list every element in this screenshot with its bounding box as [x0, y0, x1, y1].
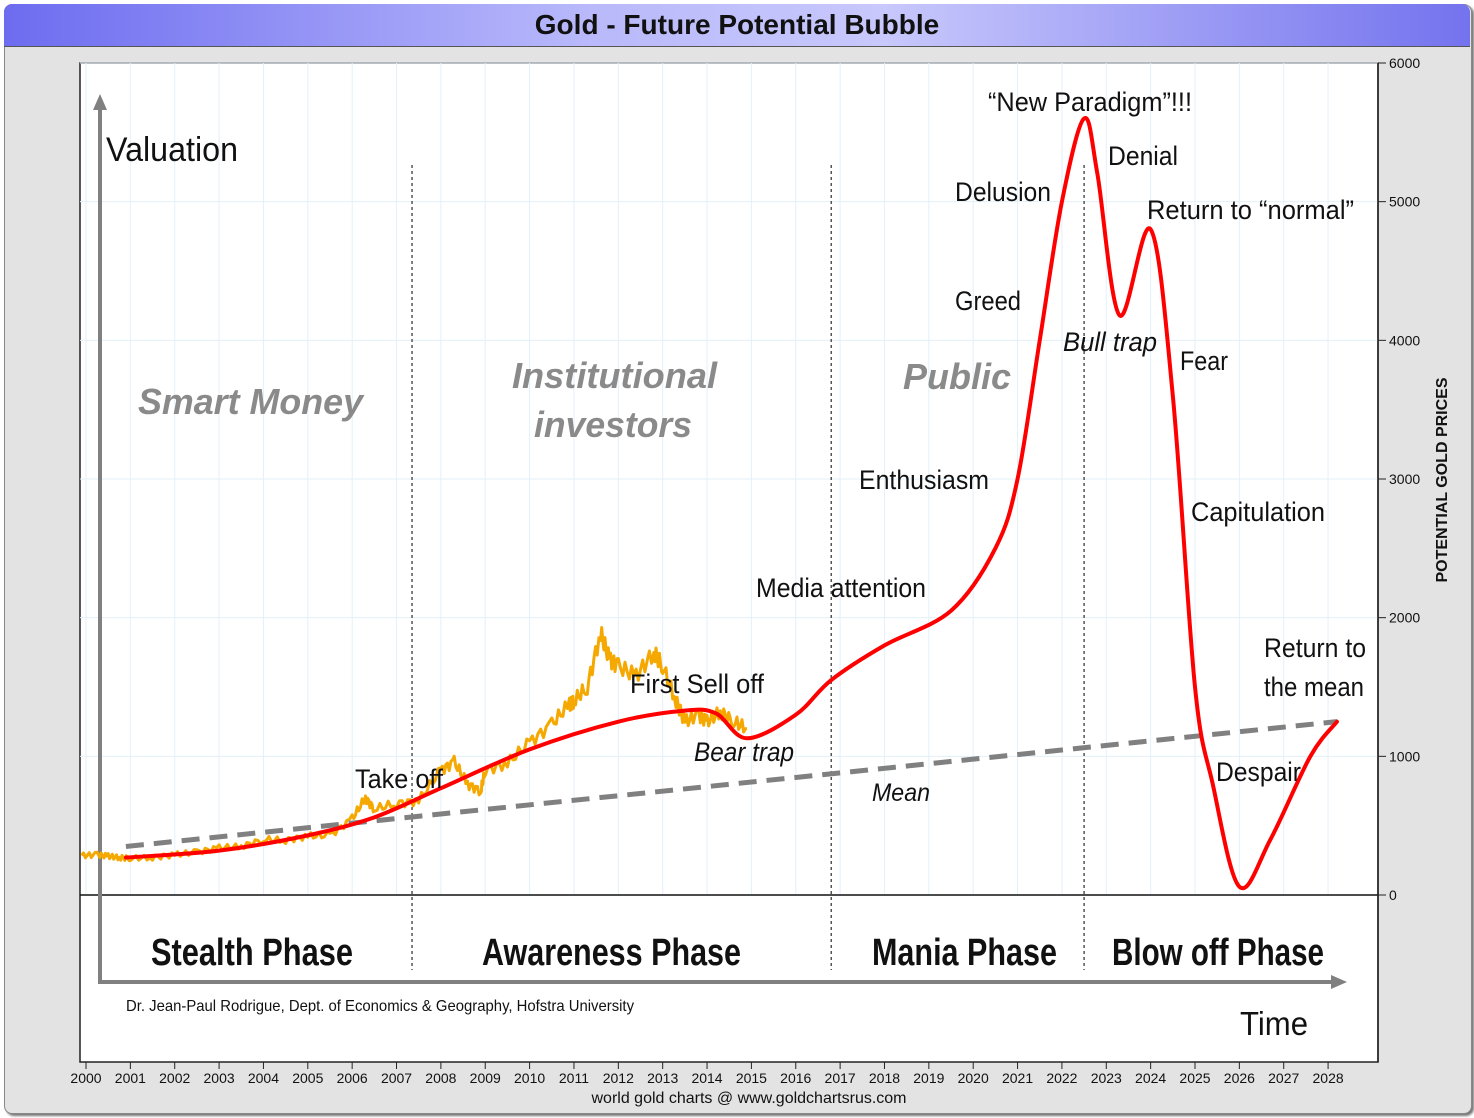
y-tick-label: 6000	[1389, 55, 1420, 71]
x-tick-label: 2014	[691, 1070, 722, 1086]
x-tick-label: 2025	[1179, 1070, 1210, 1086]
x-tick-label: 2024	[1135, 1070, 1166, 1086]
despair-label: Despair	[1216, 757, 1301, 787]
new-paradigm-label: “New Paradigm”!!!	[988, 87, 1192, 117]
bubble-curve	[123, 116, 1339, 891]
x-tick-label: 2003	[204, 1070, 235, 1086]
series-group	[80, 116, 1339, 891]
x-tick-label: 2002	[159, 1070, 190, 1086]
x-tick-label: 2007	[381, 1070, 412, 1086]
x-tick-label: 2010	[514, 1070, 545, 1086]
x-tick-label: 2017	[825, 1070, 856, 1086]
chart-title: Gold - Future Potential Bubble	[4, 4, 1470, 47]
y-tick-label: 3000	[1389, 471, 1420, 487]
x-tick-label: 2004	[248, 1070, 279, 1086]
credit-text: Dr. Jean-Paul Rodrigue, Dept. of Economi…	[126, 998, 634, 1015]
x-tick-label: 2001	[115, 1070, 146, 1086]
x-axis: 2000 2001 2002 2003 2004 2005 2006 2007 2008 2009…	[70, 1062, 1344, 1086]
enthusiasm-label: Enthusiasm	[859, 465, 989, 495]
capitulation-label: Capitulation	[1191, 497, 1325, 527]
bull-trap-label: Bull trap	[1063, 327, 1157, 357]
y-tick-label: 2000	[1389, 610, 1420, 626]
x-tick-label: 2019	[913, 1070, 944, 1086]
y-tick-label: 4000	[1389, 332, 1420, 348]
valuation-label: Valuation	[106, 131, 238, 169]
x-tick-label: 2006	[337, 1070, 368, 1086]
fear-label: Fear	[1180, 346, 1228, 376]
phase-label-blowoff: Blow off Phase	[1112, 932, 1324, 974]
gold-price-line	[80, 626, 748, 863]
investors-label: investors	[534, 404, 692, 445]
x-tick-label: 2005	[292, 1070, 323, 1086]
x-tick-label: 2015	[736, 1070, 767, 1086]
denial-label: Denial	[1108, 141, 1178, 171]
phase-label-stealth: Stealth Phase	[151, 932, 353, 974]
x-tick-label: 2028	[1313, 1070, 1344, 1086]
x-tick-label: 2027	[1268, 1070, 1299, 1086]
media-attention-label: Media attention	[756, 573, 926, 603]
x-tick-label: 2008	[425, 1070, 456, 1086]
x-tick-label: 2000	[70, 1070, 101, 1086]
y-axis: 0 1000 2000 3000 4000 5000 6000	[1377, 55, 1420, 1062]
x-tick-label: 2009	[470, 1070, 501, 1086]
x-tick-label: 2022	[1046, 1070, 1077, 1086]
return-mean-label-2: the mean	[1264, 672, 1364, 702]
x-tick-label: 2020	[958, 1070, 989, 1086]
arrow-right-icon	[1331, 975, 1347, 989]
x-tick-label: 2011	[559, 1070, 589, 1086]
footer-source: world gold charts @ www.goldchartsrus.co…	[590, 1090, 906, 1107]
public-label: Public	[903, 356, 1011, 397]
bear-trap-label: Bear trap	[694, 737, 794, 767]
phase-label-awareness: Awareness Phase	[482, 932, 741, 974]
time-label: Time	[1240, 1005, 1308, 1042]
phase-label-mania: Mania Phase	[872, 932, 1057, 974]
y-axis-label: POTENTIAL GOLD PRICES	[1434, 377, 1451, 582]
phase-dividers	[411, 165, 1085, 970]
grid	[80, 62, 1378, 895]
return-normal-label: Return to “normal”	[1147, 195, 1354, 225]
mean-label: Mean	[872, 779, 930, 807]
take-off-label: Take off	[355, 764, 443, 794]
institutional-label: Institutional	[512, 355, 718, 396]
first-selloff-label: First Sell off	[630, 669, 764, 699]
greed-label: Greed	[955, 286, 1021, 316]
x-tick-label: 2012	[603, 1070, 634, 1086]
return-mean-label-1: Return to	[1264, 633, 1366, 663]
mean-line	[125, 719, 1338, 849]
x-tick-label: 2013	[647, 1070, 678, 1086]
x-tick-label: 2018	[869, 1070, 900, 1086]
y-tick-label: 1000	[1389, 748, 1420, 764]
x-tick-label: 2016	[780, 1070, 811, 1086]
x-tick-label: 2026	[1224, 1070, 1255, 1086]
y-tick-label: 5000	[1389, 194, 1420, 210]
x-tick-label: 2023	[1091, 1070, 1122, 1086]
delusion-label: Delusion	[955, 177, 1051, 207]
arrow-up-icon	[93, 94, 107, 110]
x-tick-label: 2021	[1002, 1070, 1033, 1086]
smart-money-label: Smart Money	[138, 381, 365, 422]
y-tick-label: 0	[1389, 887, 1397, 903]
